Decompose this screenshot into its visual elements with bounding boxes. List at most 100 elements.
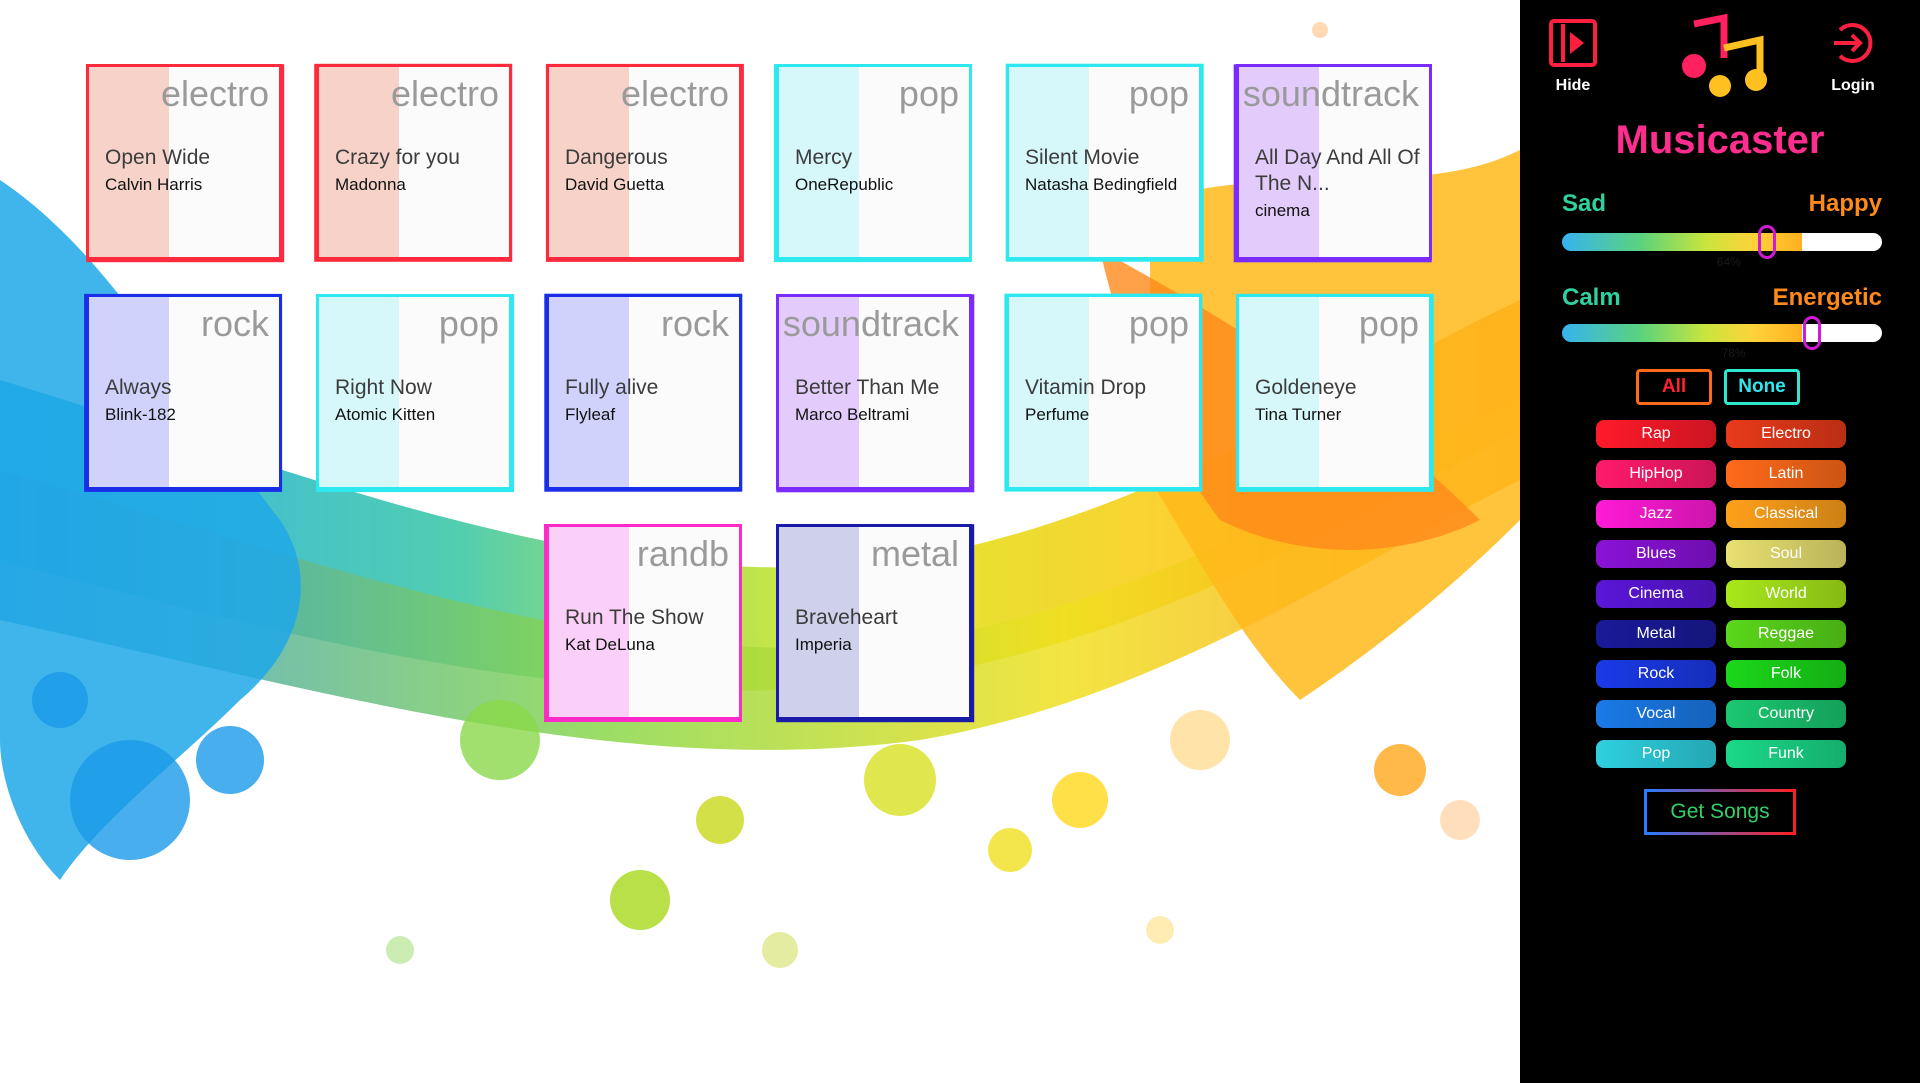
song-artist: Natasha Bedingfield [1025,175,1178,194]
genre-button-pop[interactable]: Pop [1596,740,1716,768]
happy-label: Happy [1808,190,1882,217]
genre-button-reggae[interactable]: Reggae [1726,620,1846,648]
song-card[interactable]: pop Vitamin Drop Perfume [1006,294,1202,490]
song-genre: electro [390,73,499,114]
login-icon [1834,23,1873,63]
card-tint [1239,297,1319,487]
select-all-button[interactable]: All [1636,369,1712,405]
song-artist: Blink-182 [105,405,176,424]
song-title: Vitamin Drop [1025,376,1146,399]
music-notes-logo-icon [1682,14,1767,97]
song-title: Fully alive [565,376,659,399]
song-genre: pop [1358,303,1419,344]
genre-button-folk[interactable]: Folk [1726,660,1846,688]
select-none-button[interactable]: None [1724,369,1800,405]
song-artist: Marco Beltrami [795,405,910,424]
genre-button-rap[interactable]: Rap [1596,420,1716,448]
card-tint [549,297,629,487]
song-genre: pop [438,303,499,344]
genre-button-vocal[interactable]: Vocal [1596,700,1716,728]
genre-button-blues[interactable]: Blues [1596,540,1716,568]
song-genre: rock [200,303,269,344]
song-title: Braveheart [795,606,898,629]
song-artist: OneRepublic [795,175,894,194]
song-genre: metal [870,533,959,574]
card-tint [779,297,859,487]
song-card[interactable]: metal Braveheart Imperia [776,524,972,720]
energy-slider-thumb[interactable] [1802,316,1821,350]
energetic-label: Energetic [1772,284,1882,311]
genre-button-classical[interactable]: Classical [1726,500,1846,528]
song-card[interactable]: rock Fully alive Flyleaf [546,294,742,490]
genre-button-cinema[interactable]: Cinema [1596,580,1716,608]
genre-button-world[interactable]: World [1726,580,1846,608]
happiness-slider-thumb[interactable] [1757,225,1776,259]
card-tint [1009,67,1089,257]
login-button[interactable]: Login [1818,18,1888,95]
card-tint [779,67,859,257]
card-tint [319,67,399,257]
song-card[interactable]: randb Run The Show Kat DeLuna [546,524,742,720]
song-card[interactable]: pop Right Now Atomic Kitten [316,294,512,490]
card-tint [89,67,169,257]
song-genre: pop [1128,303,1189,344]
song-card[interactable]: soundtrack All Day And All Of The N... cin… [1236,64,1432,260]
genre-button-rock[interactable]: Rock [1596,660,1716,688]
song-artist: Flyleaf [565,405,616,424]
song-genre: electro [160,73,269,114]
card-tint [319,297,399,487]
genre-button-funk[interactable]: Funk [1726,740,1846,768]
song-genre: pop [898,73,959,114]
song-artist: Perfume [1025,405,1090,424]
card-tint [549,67,629,257]
song-artist: Tina Turner [1255,405,1342,424]
genre-button-electro[interactable]: Electro [1726,420,1846,448]
song-title: Dangerous [565,146,668,169]
genre-button-metal[interactable]: Metal [1596,620,1716,648]
song-card[interactable]: electro Dangerous David Guetta [546,64,742,260]
genre-button-hiphop[interactable]: HipHop [1596,460,1716,488]
song-card[interactable]: pop Silent Movie Natasha Bedingfield [1006,64,1202,260]
song-card[interactable]: soundtrack Better Than Me Marco Beltrami [776,294,972,490]
get-songs-button[interactable]: Get Songs [1644,789,1796,835]
song-title: Open Wide [105,146,211,169]
genre-button-country[interactable]: Country [1726,700,1846,728]
happiness-slider[interactable] [1562,233,1882,251]
song-title: Silent Movie [1025,146,1140,169]
genre-button-jazz[interactable]: Jazz [1596,500,1716,528]
song-title: All Day And All Of The N... [1255,146,1420,195]
energy-value: 78% [1721,346,1746,360]
card-tint [1239,67,1319,257]
song-genre: soundtrack [1242,73,1419,114]
song-artist: Imperia [795,635,852,654]
song-title: Crazy for you [335,146,460,169]
song-title: Goldeneye [1255,376,1357,399]
song-genre: electro [620,73,729,114]
song-artist: Atomic Kitten [335,405,436,424]
song-artist: David Guetta [565,175,665,194]
song-artist: Calvin Harris [105,175,203,194]
song-card[interactable]: electro Open Wide Calvin Harris [86,64,282,260]
sad-label: Sad [1562,190,1607,217]
song-artist: Madonna [335,175,406,194]
song-card[interactable]: rock Always Blink-182 [86,294,282,490]
song-card[interactable]: pop Goldeneye Tina Turner [1236,294,1432,490]
song-genre: rock [660,303,729,344]
song-title: Better Than Me [795,376,940,399]
song-genre: randb [636,533,729,574]
song-artist: cinema [1255,201,1310,220]
song-title: Mercy [795,146,853,169]
song-title: Always [105,376,172,399]
song-genre: soundtrack [782,303,959,344]
song-genre: pop [1128,73,1189,114]
genre-button-latin[interactable]: Latin [1726,460,1846,488]
genre-button-soul[interactable]: Soul [1726,540,1846,568]
song-card[interactable]: pop Mercy OneRepublic [776,64,972,260]
song-card[interactable]: electro Crazy for you Madonna [316,64,512,260]
happiness-value: 64% [1716,255,1741,269]
energy-slider[interactable] [1562,324,1882,342]
side-panel: Hide Login Musicaster Sad Happy 64% Calm… [1520,0,1920,1083]
song-title: Run The Show [565,606,704,629]
card-tint [89,297,169,487]
hide-button[interactable]: Hide [1538,18,1608,95]
